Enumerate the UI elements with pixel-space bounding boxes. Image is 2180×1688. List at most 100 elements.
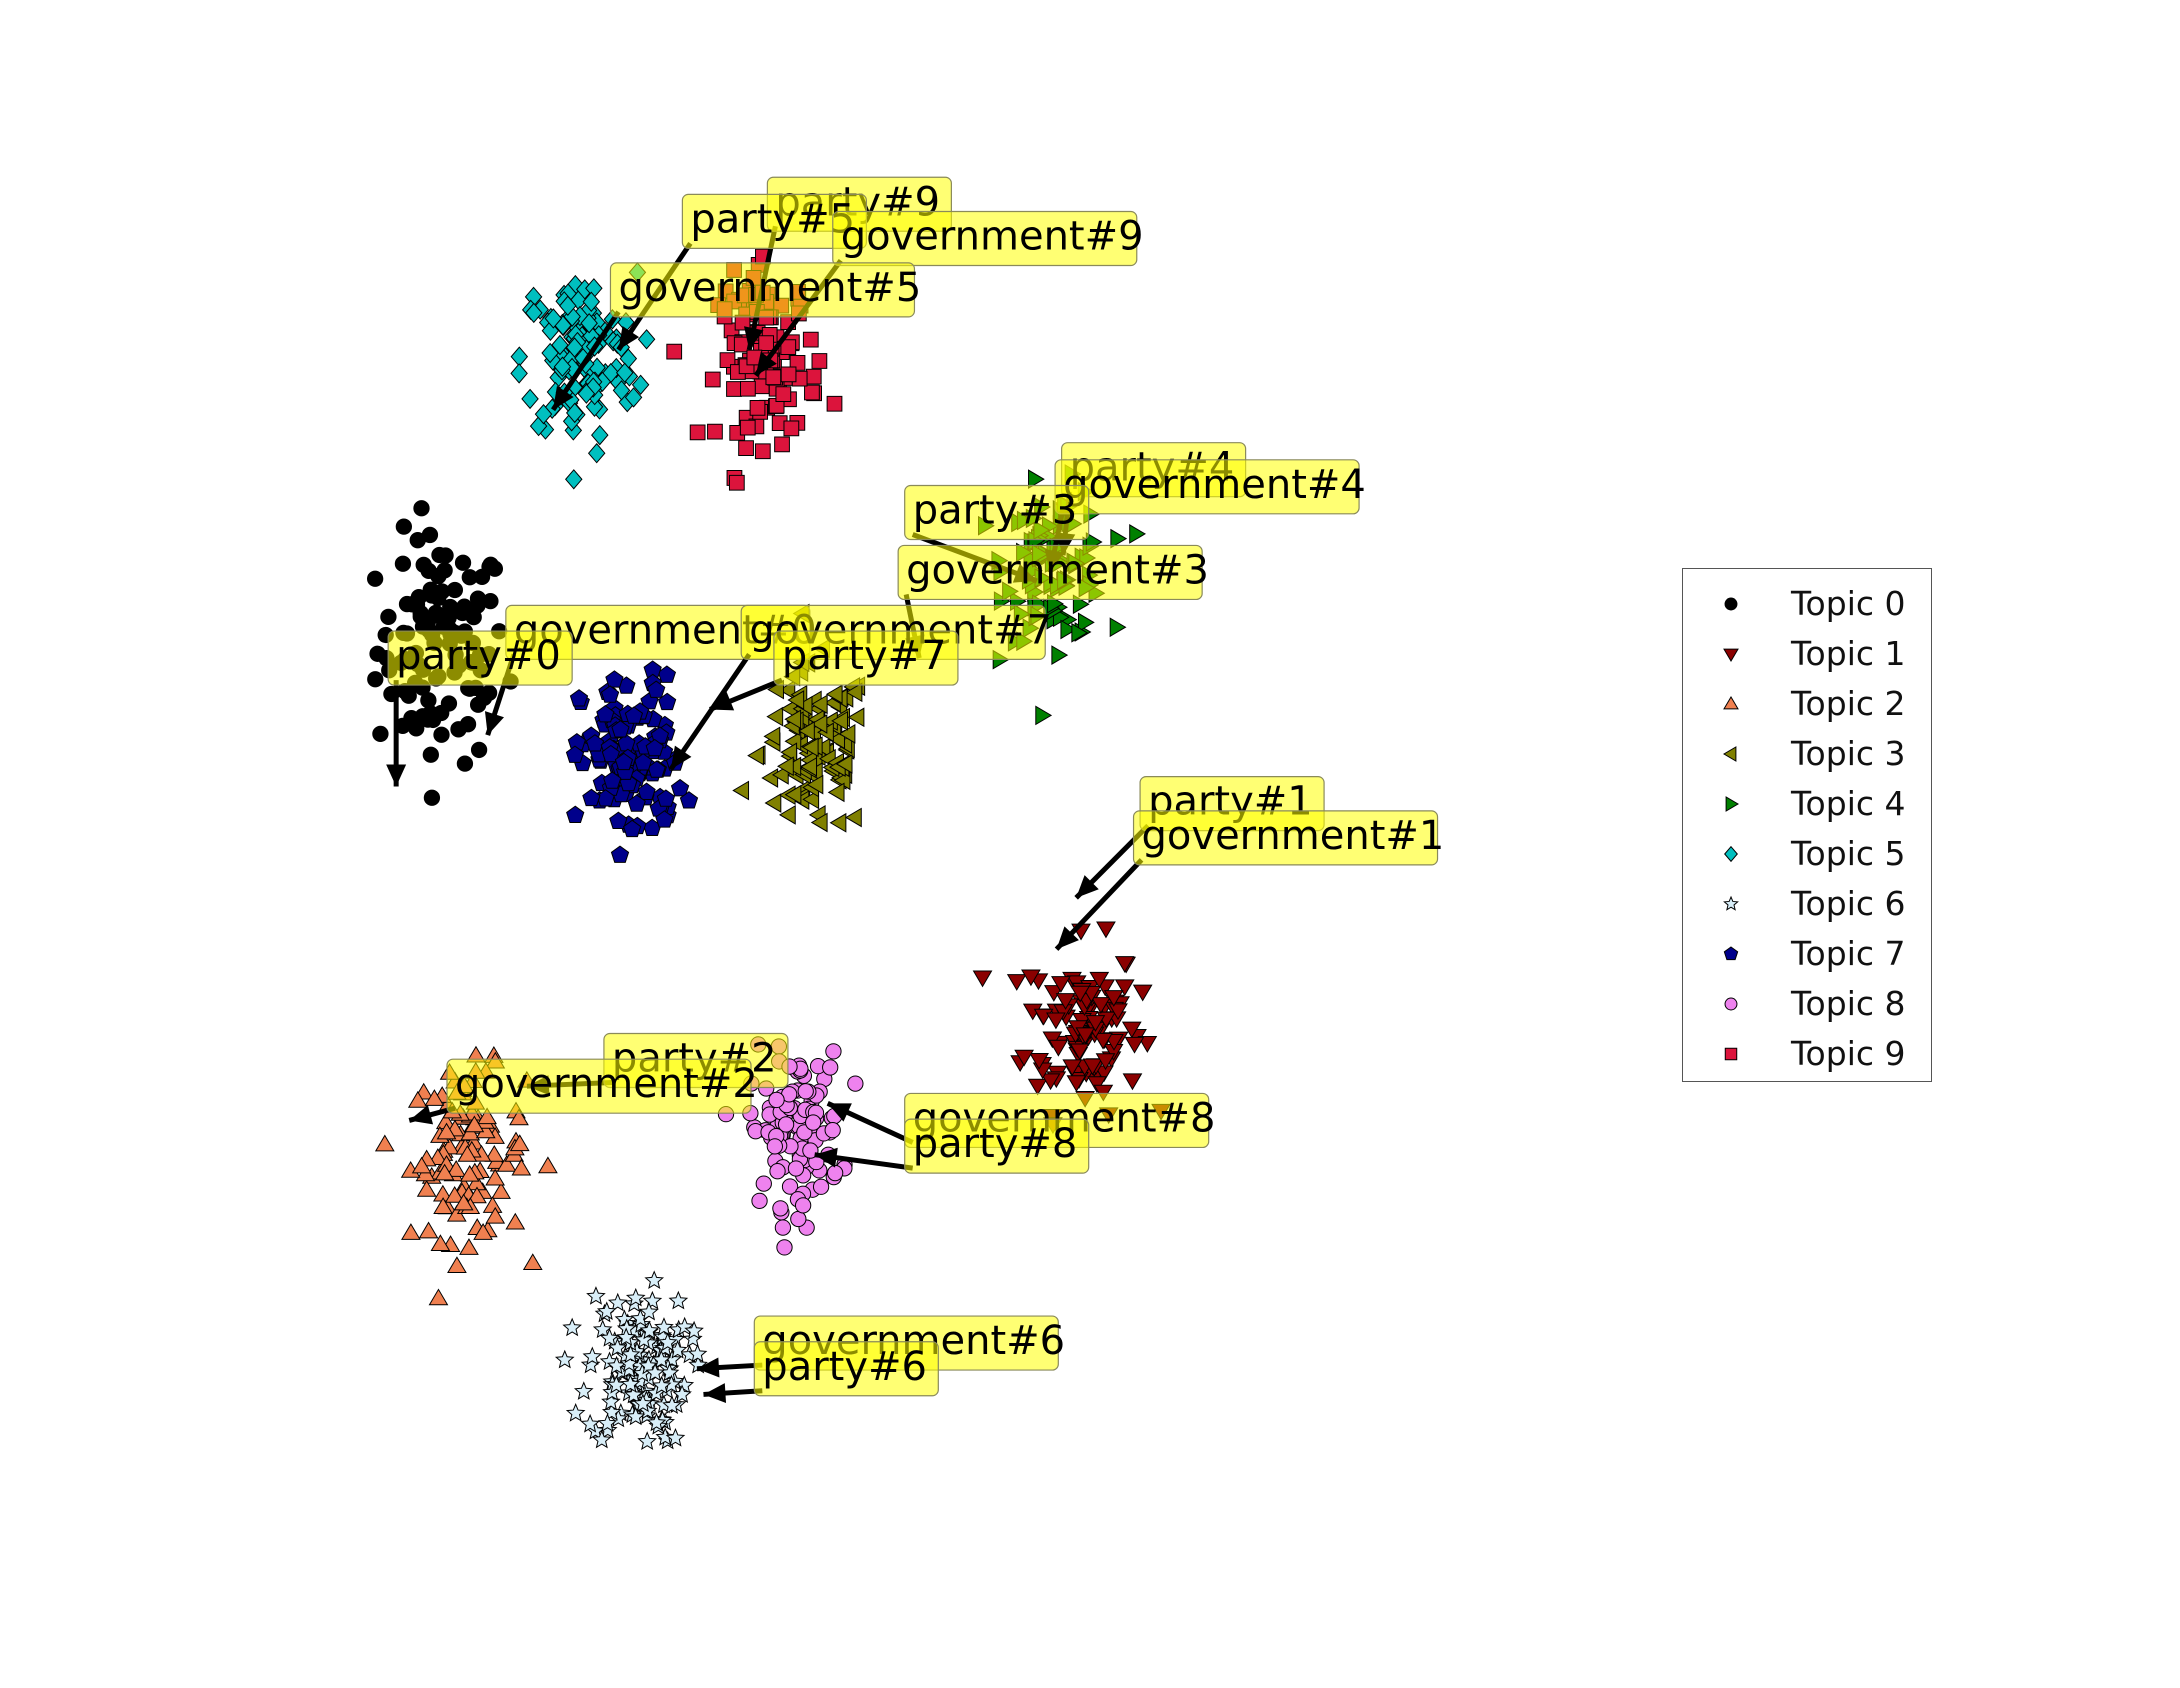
legend-item-topic-7: Topic 7 bbox=[1683, 929, 1931, 979]
point-topic-9 bbox=[666, 343, 683, 360]
annotation-box bbox=[446, 1058, 752, 1114]
point-topic-5 bbox=[565, 337, 584, 358]
point-topic-3 bbox=[800, 756, 818, 777]
annotation-label: government#9 bbox=[841, 214, 1144, 260]
point-topic-8 bbox=[826, 1164, 844, 1182]
point-topic-6 bbox=[597, 1413, 618, 1432]
point-topic-0 bbox=[442, 598, 459, 616]
point-topic-8 bbox=[824, 1122, 841, 1139]
point-topic-8 bbox=[825, 1043, 842, 1060]
legend-label-topic-4: Topic 4 bbox=[1791, 784, 1906, 823]
point-topic-5 bbox=[565, 469, 583, 490]
point-topic-2 bbox=[424, 1089, 445, 1106]
point-topic-1 bbox=[1040, 1073, 1061, 1091]
point-topic-9 bbox=[689, 424, 706, 441]
point-topic-8 bbox=[774, 1219, 792, 1236]
legend-label-topic-9: Topic 9 bbox=[1791, 1034, 1906, 1073]
point-topic-0 bbox=[380, 608, 397, 626]
point-topic-2 bbox=[407, 1090, 428, 1108]
point-topic-8 bbox=[768, 1091, 785, 1109]
point-topic-1 bbox=[1087, 1076, 1107, 1094]
point-topic-0 bbox=[475, 689, 493, 706]
legend: Topic 0 Topic 1 Topic 2 Topic 3 Topic 4 … bbox=[1682, 568, 1932, 1082]
point-topic-6 bbox=[644, 1270, 665, 1289]
legend-marker-shape-2 bbox=[1723, 696, 1739, 710]
point-topic-6 bbox=[661, 1374, 682, 1394]
point-topic-9 bbox=[738, 440, 754, 457]
point-topic-0 bbox=[409, 532, 426, 549]
point-topic-7 bbox=[565, 745, 585, 763]
point-topic-9 bbox=[783, 420, 800, 437]
annotation-box bbox=[773, 630, 959, 686]
annotation-label: party#5 bbox=[690, 196, 855, 242]
point-topic-6 bbox=[651, 1375, 672, 1395]
point-topic-9 bbox=[726, 381, 742, 397]
point-topic-7 bbox=[634, 753, 653, 771]
point-topic-0 bbox=[413, 500, 430, 517]
point-topic-7 bbox=[655, 810, 674, 828]
point-topic-5 bbox=[577, 383, 596, 404]
point-topic-2 bbox=[430, 1234, 451, 1252]
annotation-arrowhead bbox=[814, 1147, 838, 1168]
legend-item-topic-5: Topic 5 bbox=[1683, 829, 1931, 879]
point-topic-6 bbox=[607, 1292, 628, 1312]
annotation-government-1: government#1 bbox=[1054, 810, 1444, 951]
point-topic-7 bbox=[637, 782, 656, 800]
point-topic-1 bbox=[1062, 1059, 1083, 1077]
annotation-box bbox=[609, 262, 916, 318]
point-topic-6 bbox=[668, 1290, 689, 1310]
point-topic-5 bbox=[591, 424, 609, 446]
point-topic-9 bbox=[780, 366, 797, 383]
annotation-label: government#3 bbox=[906, 547, 1209, 593]
point-topic-7 bbox=[679, 791, 699, 809]
annotation-arrowhead bbox=[386, 764, 407, 787]
legend-item-topic-1: Topic 1 bbox=[1683, 629, 1931, 679]
point-topic-1 bbox=[1014, 1049, 1034, 1067]
point-topic-3 bbox=[761, 768, 779, 788]
series-topic-8 bbox=[717, 1036, 864, 1256]
annotation-party-3: party#3 bbox=[904, 484, 1090, 584]
point-topic-1 bbox=[1082, 1058, 1103, 1076]
point-topic-1 bbox=[1075, 1027, 1096, 1045]
point-topic-2 bbox=[459, 1238, 479, 1255]
point-topic-4 bbox=[1035, 705, 1053, 726]
point-topic-1 bbox=[1085, 1015, 1106, 1032]
legend-item-topic-9: Topic 9 bbox=[1683, 1029, 1931, 1079]
point-topic-8 bbox=[787, 1160, 805, 1177]
point-topic-6 bbox=[607, 1337, 628, 1357]
point-topic-3 bbox=[732, 780, 750, 801]
point-topic-9 bbox=[802, 331, 819, 348]
point-topic-2 bbox=[459, 1164, 480, 1182]
point-topic-5 bbox=[559, 295, 577, 316]
point-topic-8 bbox=[755, 1175, 772, 1192]
point-topic-6 bbox=[687, 1343, 708, 1363]
point-topic-3 bbox=[806, 774, 824, 795]
point-topic-5 bbox=[585, 396, 604, 418]
point-topic-4 bbox=[1071, 622, 1089, 643]
point-topic-4 bbox=[1077, 612, 1095, 633]
legend-label-topic-7: Topic 7 bbox=[1791, 934, 1906, 973]
point-topic-3 bbox=[845, 682, 863, 703]
point-topic-0 bbox=[394, 555, 412, 572]
point-topic-2 bbox=[464, 1115, 485, 1133]
annotation-arrowhead bbox=[696, 1357, 720, 1378]
point-topic-0 bbox=[367, 671, 384, 688]
legend-marker-topic-3 bbox=[1723, 746, 1737, 762]
point-topic-5 bbox=[580, 313, 598, 334]
annotation-box bbox=[753, 1341, 939, 1397]
point-topic-1 bbox=[1048, 1039, 1069, 1057]
legend-marker-shape-4 bbox=[1725, 796, 1739, 812]
point-topic-0 bbox=[454, 554, 472, 571]
point-topic-0 bbox=[403, 596, 420, 613]
point-topic-0 bbox=[415, 556, 432, 574]
point-topic-3 bbox=[831, 710, 849, 731]
annotation-arrowhead bbox=[618, 325, 640, 350]
point-topic-1 bbox=[1051, 976, 1071, 993]
point-topic-7 bbox=[569, 689, 589, 707]
point-topic-9 bbox=[826, 395, 843, 412]
point-topic-3 bbox=[835, 754, 853, 774]
point-topic-6 bbox=[625, 1287, 646, 1307]
point-topic-5 bbox=[612, 380, 631, 401]
legend-marker-shape-7 bbox=[1723, 946, 1739, 961]
point-topic-5 bbox=[582, 291, 601, 312]
